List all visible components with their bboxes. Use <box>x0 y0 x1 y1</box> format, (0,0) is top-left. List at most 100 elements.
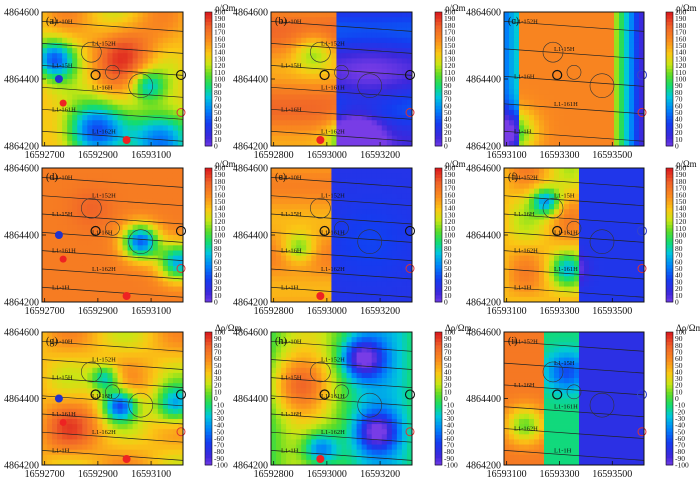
heat-cell <box>172 193 179 200</box>
heat-cell <box>47 125 53 131</box>
heat-cell <box>361 214 368 220</box>
heat-cell <box>316 198 322 205</box>
heat-cell <box>157 229 164 236</box>
heat-cell <box>97 260 103 267</box>
y-tick-label: 4864200 <box>4 298 39 309</box>
colorbar-tick-label: 140 <box>675 204 687 213</box>
heat-cell <box>386 99 393 106</box>
heat-cell <box>42 94 48 101</box>
heat-cell <box>346 37 352 44</box>
heat-cell <box>574 32 580 39</box>
heat-cell <box>584 79 590 85</box>
heat-cell <box>529 214 535 220</box>
heat-cell <box>514 219 520 226</box>
heat-cell <box>519 250 525 257</box>
heat-cell <box>574 219 580 226</box>
heat-cell <box>67 99 73 106</box>
heat-cell <box>336 79 342 85</box>
colorbar-step <box>435 231 442 236</box>
heat-cell <box>311 27 317 34</box>
heat-cell <box>102 63 108 70</box>
heat-cell <box>321 48 327 54</box>
heat-cell <box>47 109 53 116</box>
heat-cell <box>157 173 164 179</box>
heat-cell <box>514 73 520 80</box>
heat-cell <box>346 27 352 34</box>
heat-cell <box>147 130 154 137</box>
heat-cell <box>639 120 645 126</box>
heat-cell <box>52 104 58 111</box>
heat-cell <box>107 214 113 220</box>
heat-cell <box>529 79 535 85</box>
heat-cell <box>589 209 595 215</box>
heat-cell <box>599 125 605 131</box>
heat-cell <box>77 178 83 184</box>
heat-cell <box>619 125 625 131</box>
heat-cell <box>356 219 363 226</box>
heat-cell <box>42 135 48 142</box>
x-tick-label: 16593100 <box>487 150 527 161</box>
heat-cell <box>301 168 307 174</box>
heat-cell <box>132 58 139 64</box>
heat-cell <box>639 183 645 190</box>
heat-cell <box>396 48 403 54</box>
heat-cell <box>296 68 302 75</box>
heat-cell <box>569 79 575 85</box>
heat-cell <box>569 260 575 267</box>
heat-cell <box>336 53 342 59</box>
heat-cell <box>624 286 630 293</box>
heat-cell <box>634 53 640 59</box>
heat-cell <box>609 53 615 59</box>
heat-cell <box>72 193 78 200</box>
heat-cell <box>524 286 530 293</box>
heat-cell <box>639 94 645 101</box>
heat-cell <box>529 115 535 121</box>
heat-cell <box>67 84 73 90</box>
heat-cell <box>167 17 174 23</box>
heat-cell <box>599 130 605 137</box>
heat-cell <box>127 130 134 137</box>
heat-cell <box>321 17 327 23</box>
survey-line-label: L1-15H <box>281 211 302 218</box>
heat-cell <box>396 115 403 121</box>
heat-cell <box>72 17 78 23</box>
heat-cell <box>77 37 83 44</box>
heat-cell <box>524 204 530 210</box>
heat-cell <box>67 183 73 190</box>
heat-cell <box>177 286 184 293</box>
heat-cell <box>57 68 63 75</box>
heat-cell <box>564 235 570 241</box>
heat-cell <box>152 188 159 195</box>
heat-cell <box>564 255 570 262</box>
survey-line <box>41 268 184 280</box>
heat-cell <box>301 173 307 179</box>
heat-cell <box>291 27 297 34</box>
heat-cell <box>321 271 327 277</box>
heat-cell <box>594 63 600 70</box>
heat-cell <box>529 42 535 49</box>
heat-cell <box>634 245 640 251</box>
heat-cell <box>356 178 363 184</box>
heat-cell <box>564 168 570 174</box>
heat-cell <box>351 12 358 18</box>
heat-cell <box>311 37 317 44</box>
heat-cell <box>77 235 83 241</box>
heat-cell <box>376 209 383 215</box>
heat-cell <box>391 73 398 80</box>
heat-cell <box>271 240 277 246</box>
heat-cell <box>331 240 337 246</box>
heat-cell <box>346 12 352 18</box>
colorbar-step <box>435 22 442 26</box>
heat-cell <box>564 265 570 272</box>
survey-line <box>270 65 413 76</box>
heat-cell <box>341 286 347 293</box>
colorbar-step <box>666 115 673 120</box>
heat-cell <box>574 193 580 200</box>
heat-cell <box>127 291 134 298</box>
heat-cell <box>102 12 108 18</box>
heat-cell <box>524 73 530 80</box>
heat-cell <box>306 120 312 126</box>
heat-cell <box>122 193 129 200</box>
heat-cell <box>386 135 393 142</box>
heat-cell <box>554 260 560 267</box>
